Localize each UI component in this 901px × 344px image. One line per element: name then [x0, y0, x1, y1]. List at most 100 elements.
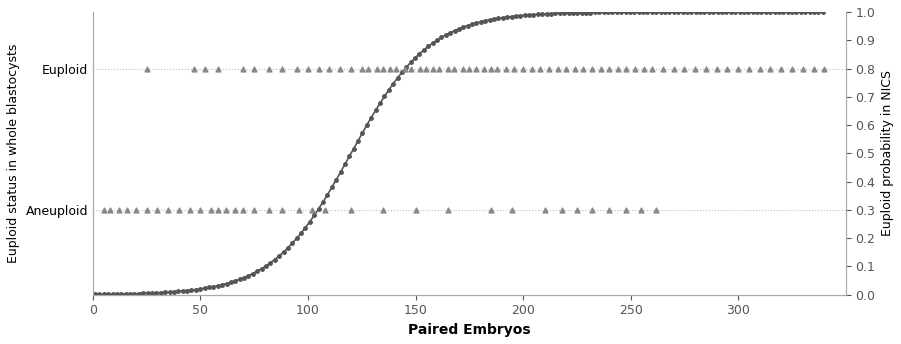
Point — [301, 66, 315, 71]
Point — [619, 207, 633, 213]
Point — [333, 66, 348, 71]
Point — [419, 66, 433, 71]
Point — [650, 207, 664, 213]
Point — [197, 66, 212, 71]
Point — [585, 66, 599, 71]
Point — [275, 66, 289, 71]
Point — [275, 207, 289, 213]
Point — [247, 66, 261, 71]
Point — [559, 66, 573, 71]
Point — [140, 207, 154, 213]
Point — [817, 66, 832, 71]
Point — [699, 66, 714, 71]
Point — [619, 66, 633, 71]
Point — [140, 66, 154, 71]
Point — [355, 66, 369, 71]
Point — [161, 207, 176, 213]
Point — [576, 66, 590, 71]
Point — [236, 207, 250, 213]
Point — [383, 66, 397, 71]
Point — [634, 207, 649, 213]
Point — [204, 207, 218, 213]
Point — [569, 207, 584, 213]
Point — [555, 207, 569, 213]
Point — [112, 207, 126, 213]
Point — [96, 207, 111, 213]
Point — [785, 66, 799, 71]
Point — [432, 66, 446, 71]
Point — [602, 207, 616, 213]
Point — [524, 66, 539, 71]
Point — [763, 66, 778, 71]
Point — [667, 66, 681, 71]
Point — [369, 66, 384, 71]
Point — [490, 66, 505, 71]
Point — [594, 66, 608, 71]
Point — [262, 207, 277, 213]
Point — [742, 66, 756, 71]
Point — [120, 207, 134, 213]
Y-axis label: Euploid status in whole blastocysts: Euploid status in whole blastocysts — [7, 44, 20, 263]
Point — [376, 66, 390, 71]
Point — [305, 207, 320, 213]
Point — [484, 66, 498, 71]
Point — [602, 66, 616, 71]
Point — [709, 66, 724, 71]
Point — [731, 66, 745, 71]
Point — [413, 66, 427, 71]
Y-axis label: Euploid probability in NICS: Euploid probability in NICS — [881, 71, 894, 236]
Point — [806, 66, 821, 71]
Point — [211, 66, 225, 71]
Point — [262, 66, 277, 71]
Point — [187, 66, 201, 71]
Point — [628, 66, 642, 71]
Point — [611, 66, 625, 71]
Point — [228, 207, 242, 213]
Point — [318, 207, 332, 213]
X-axis label: Paired Embryos: Paired Embryos — [408, 323, 531, 337]
Point — [656, 66, 670, 71]
Point — [774, 66, 788, 71]
Point — [389, 66, 404, 71]
Point — [585, 207, 599, 213]
Point — [645, 66, 660, 71]
Point — [361, 66, 376, 71]
Point — [537, 207, 551, 213]
Point — [290, 66, 305, 71]
Point — [344, 207, 359, 213]
Point — [542, 66, 556, 71]
Point — [752, 66, 767, 71]
Point — [397, 66, 412, 71]
Point — [441, 66, 455, 71]
Point — [376, 207, 390, 213]
Point — [720, 66, 734, 71]
Point — [247, 207, 261, 213]
Point — [551, 66, 565, 71]
Point — [408, 207, 423, 213]
Point — [323, 66, 337, 71]
Point — [129, 207, 143, 213]
Point — [568, 66, 582, 71]
Point — [796, 66, 810, 71]
Point — [516, 66, 531, 71]
Point — [150, 207, 165, 213]
Point — [447, 66, 461, 71]
Point — [533, 66, 548, 71]
Point — [344, 66, 359, 71]
Point — [219, 207, 233, 213]
Point — [404, 66, 418, 71]
Point — [505, 207, 520, 213]
Point — [678, 66, 692, 71]
Point — [425, 66, 440, 71]
Point — [469, 66, 483, 71]
Point — [312, 66, 326, 71]
Point — [183, 207, 197, 213]
Point — [172, 207, 187, 213]
Point — [484, 207, 498, 213]
Point — [478, 66, 492, 71]
Point — [193, 207, 207, 213]
Point — [636, 66, 651, 71]
Point — [507, 66, 522, 71]
Point — [688, 66, 703, 71]
Point — [211, 207, 225, 213]
